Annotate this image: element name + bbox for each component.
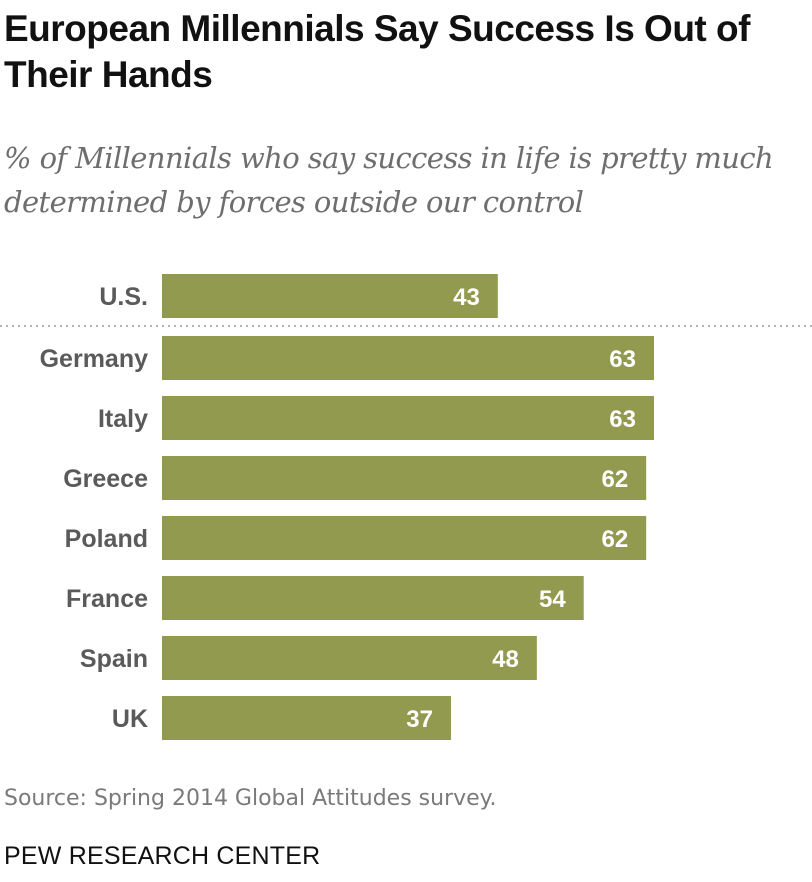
bar-u-s	[162, 274, 498, 318]
bar-poland	[162, 516, 647, 560]
brand-name: PEW RESEARCH CENTER	[4, 842, 321, 870]
chart-title: European Millennials Say Success Is Out …	[4, 8, 750, 95]
bar-greece	[162, 456, 647, 500]
value-label-germany: 63	[609, 346, 636, 373]
bar-spain	[162, 636, 537, 680]
source-note: Source: Spring 2014 Global Attitudes sur…	[4, 786, 497, 811]
value-label-spain: 48	[492, 646, 519, 673]
category-label-germany: Germany	[40, 345, 148, 373]
bar-italy	[162, 396, 654, 440]
value-label-u-s: 43	[453, 284, 480, 311]
category-label-italy: Italy	[98, 405, 148, 433]
bar-germany	[162, 336, 654, 380]
category-label-poland: Poland	[65, 525, 148, 553]
value-label-poland: 62	[601, 526, 628, 553]
bar-france	[162, 576, 584, 620]
value-label-uk: 37	[406, 706, 433, 733]
value-label-france: 54	[539, 586, 566, 613]
value-label-italy: 63	[609, 406, 636, 433]
category-label-u-s: U.S.	[99, 283, 148, 311]
category-label-france: France	[66, 585, 148, 613]
category-label-spain: Spain	[80, 645, 148, 673]
chart-subtitle: % of Millennials who say success in life…	[4, 141, 774, 219]
bar-uk	[162, 696, 451, 740]
category-label-greece: Greece	[63, 465, 148, 493]
category-label-uk: UK	[112, 705, 148, 733]
value-label-greece: 62	[601, 466, 628, 493]
bar-chart: U.S. 43 Germany 63 Italy 63 Greece 62 Poland 62 Fr…	[0, 274, 812, 740]
